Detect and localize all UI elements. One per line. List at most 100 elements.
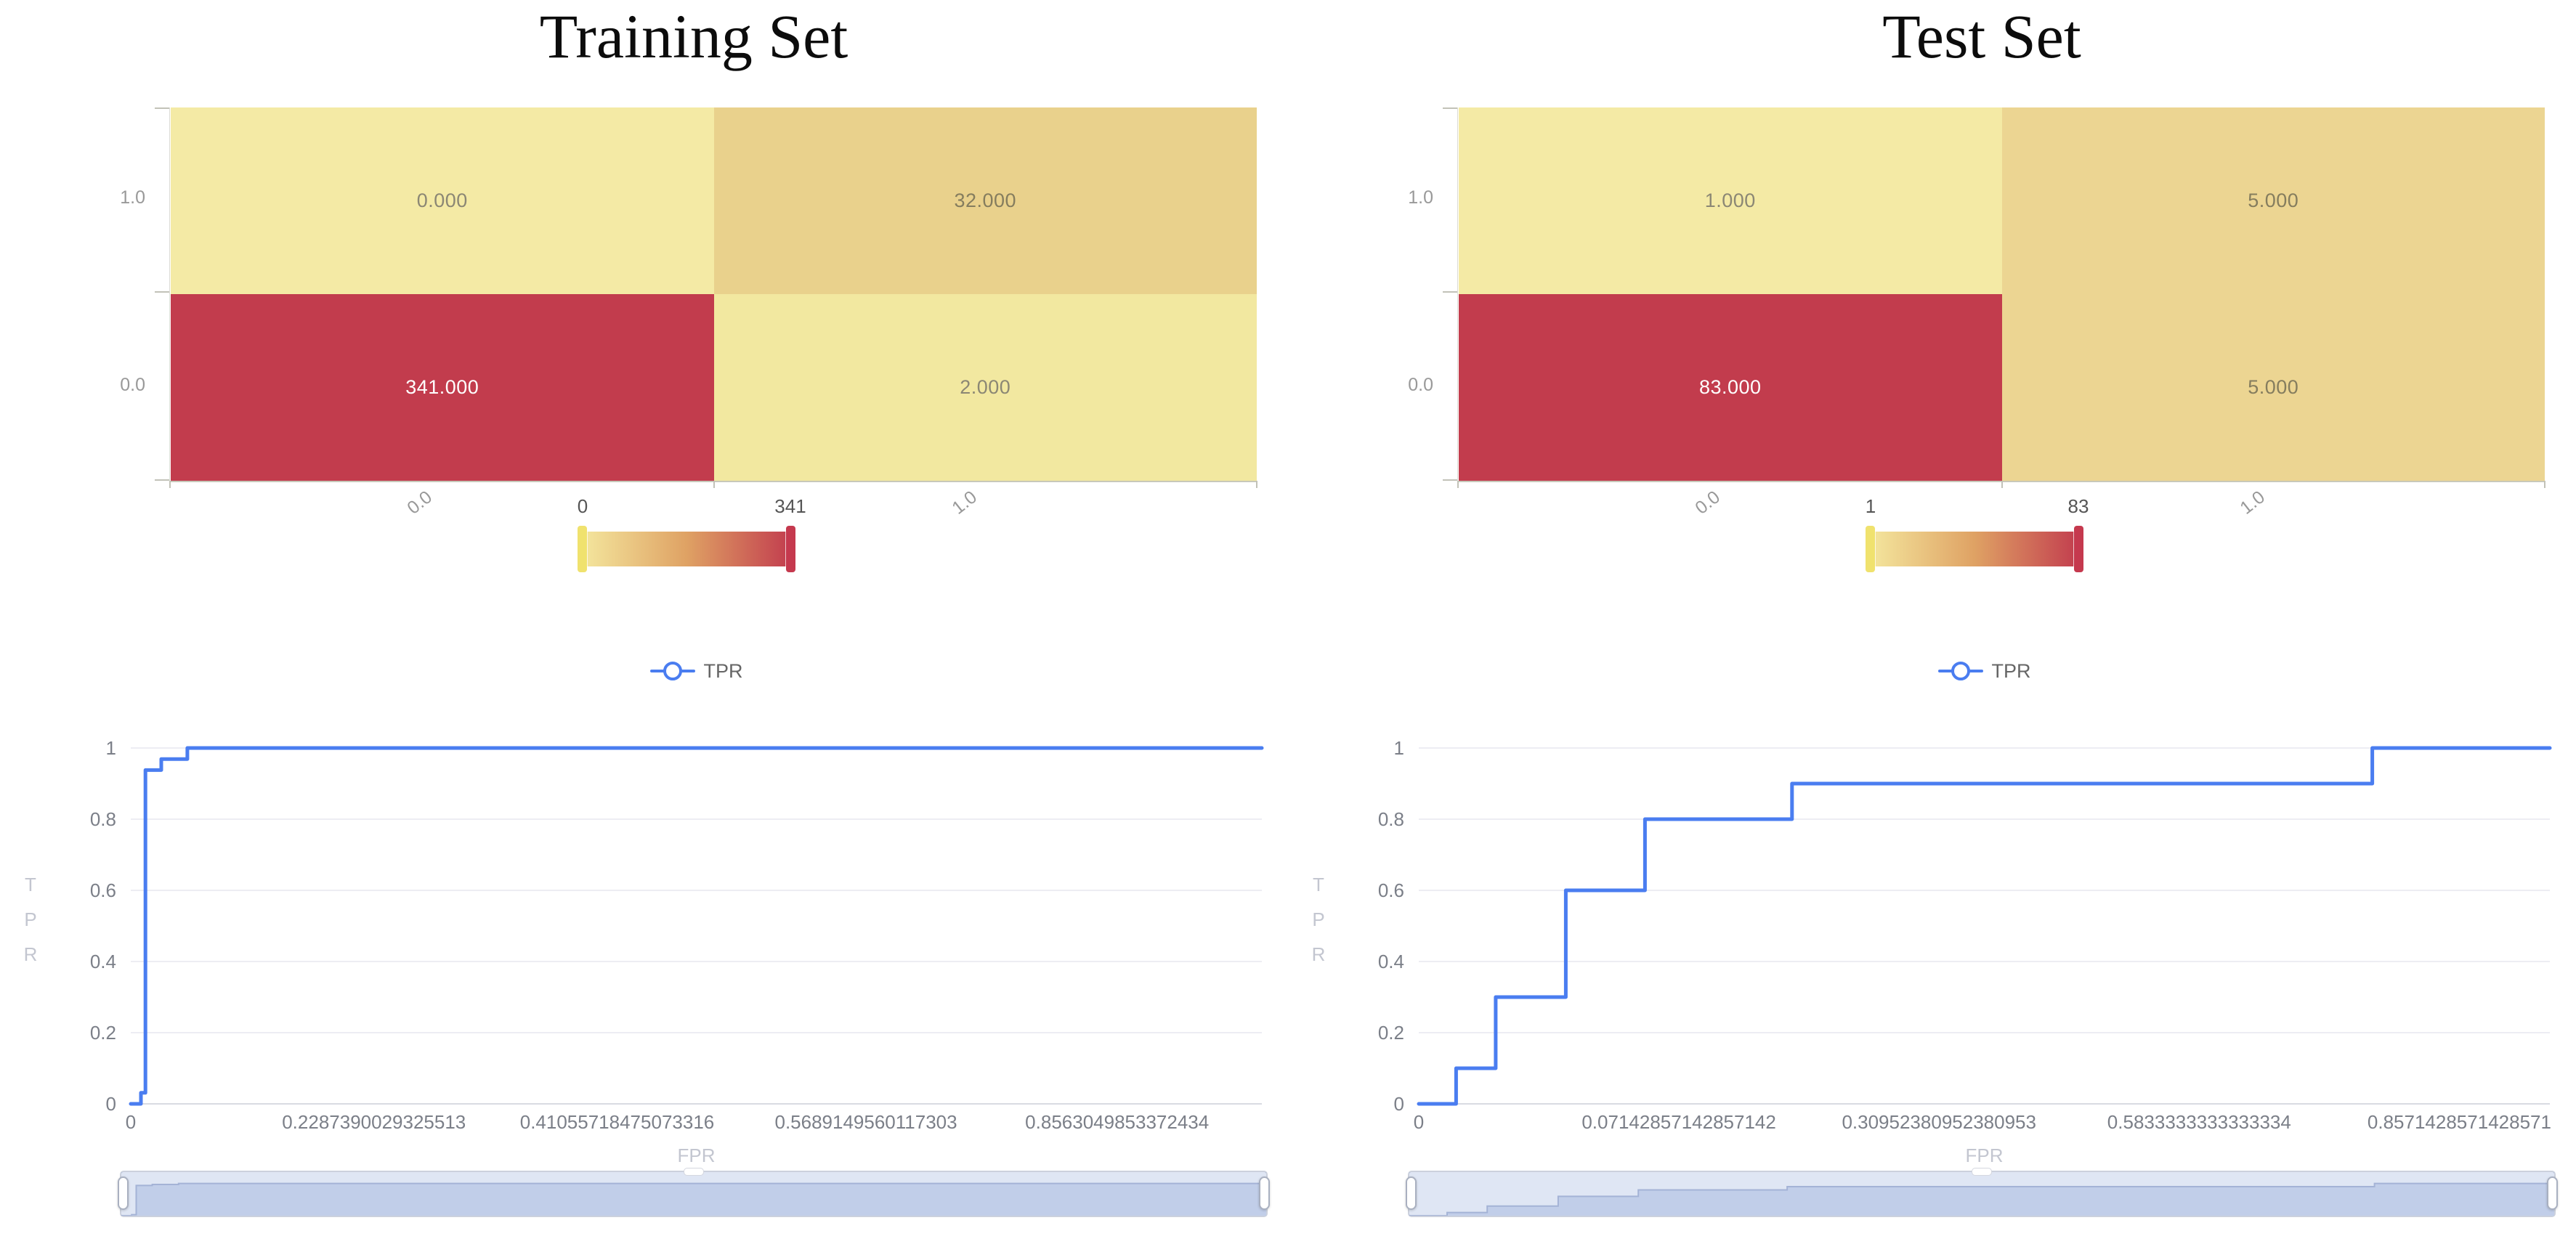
y-tick-label: 1.0 <box>120 187 145 208</box>
x-tick-label: 0.2287390029325513 <box>282 1111 466 1133</box>
x-tick-label: 0 <box>125 1111 137 1133</box>
confusion-matrix: 1.000 5.000 83.000 5.000 <box>1459 107 2545 481</box>
colorbar-min-label: 0 <box>577 495 588 517</box>
legend-circle-icon <box>1951 662 1970 680</box>
datazoom-selected-range[interactable] <box>121 1172 1266 1216</box>
y-tick-label: 1 <box>1393 737 1404 759</box>
colorbar-min-label: 1 <box>1865 495 1876 517</box>
y-tick-label: 0.8 <box>1377 808 1404 830</box>
x-axis-tick <box>2544 481 2545 488</box>
gridline <box>131 890 1262 891</box>
x-tick-label: 0.5689149560117303 <box>774 1111 957 1133</box>
legend-item-tpr[interactable]: TPR <box>131 654 1262 688</box>
legend-label: TPR <box>703 659 743 682</box>
datazoom-slider[interactable] <box>1406 1168 2558 1217</box>
y-axis-tick <box>155 107 169 109</box>
heatmap-cell: 0.000 <box>171 107 714 294</box>
page-title: Training Set <box>539 1 848 71</box>
x-tick-label: 0.41055718475073316 <box>519 1111 715 1133</box>
y-axis-tick <box>1443 291 1457 293</box>
page-title: Test Set <box>1882 1 2081 71</box>
gridline <box>131 961 1262 962</box>
colorbar-max-label: 83 <box>2067 495 2089 517</box>
x-axis-title: FPR <box>677 1145 716 1166</box>
colorbar-max-handle[interactable] <box>786 526 795 572</box>
gridline <box>131 1032 1262 1033</box>
legend-line-icon <box>1937 662 1983 680</box>
gridline <box>1419 1032 2550 1033</box>
x-tick-label: 0.5833333333333334 <box>2107 1111 2291 1133</box>
datazoom-move-handle[interactable] <box>1972 1168 1992 1176</box>
y-tick-label: 0 <box>105 1093 116 1115</box>
datazoom-left-handle[interactable] <box>118 1176 129 1210</box>
y-axis-line <box>169 107 170 481</box>
legend-circle-icon <box>663 662 682 680</box>
roc-curve <box>129 746 1264 1106</box>
gridline <box>1419 890 2550 891</box>
y-axis-tick <box>155 479 169 481</box>
heatmap-cell: 32.000 <box>713 107 1257 294</box>
heatmap-cell: 83.000 <box>1459 294 2002 481</box>
legend-label: TPR <box>1991 659 2031 682</box>
y-tick-label: 0.6 <box>89 879 116 901</box>
y-tick-label: 0.2 <box>1377 1022 1404 1044</box>
heatmap-cell: 5.000 <box>2001 294 2545 481</box>
confusion-matrix: 0.000 32.000 341.000 2.000 <box>171 107 1257 481</box>
y-axis-line <box>1457 107 1458 481</box>
y-tick-label: 0.4 <box>89 951 116 972</box>
datazoom-move-handle[interactable] <box>684 1168 704 1176</box>
x-axis-tick <box>169 481 171 488</box>
datazoom-right-handle[interactable] <box>2547 1176 2558 1210</box>
heatmap-cell: 2.000 <box>713 294 1257 481</box>
x-axis-line <box>1419 1103 2550 1105</box>
y-axis-tick <box>1443 479 1457 481</box>
colorbar-max-label: 341 <box>774 495 806 517</box>
gridline <box>131 818 1262 820</box>
datazoom-selected-range[interactable] <box>1409 1172 2554 1216</box>
x-axis-tick <box>2001 481 2003 488</box>
y-tick-label: 0.0 <box>1408 375 1433 395</box>
colorbar-gradient <box>581 532 792 566</box>
colorbar-max-handle[interactable] <box>2074 526 2083 572</box>
y-tick-label: 0 <box>1393 1093 1404 1115</box>
x-tick-label: 0.07142857142857142 <box>1581 1111 1776 1133</box>
visualmap-colorbar[interactable]: 0 341 <box>578 495 806 582</box>
x-axis-line <box>131 1103 1262 1105</box>
heatmap-cell: 5.000 <box>2001 107 2545 294</box>
x-axis-tick <box>1457 481 1459 488</box>
y-tick-label: 1 <box>105 737 116 759</box>
x-axis-tick <box>1256 481 1257 488</box>
x-tick-label: 0.30952380952380953 <box>1842 1111 2036 1133</box>
legend-line-icon <box>649 662 695 680</box>
test-panel: Test Set 1.000 5.000 83.000 5.000 1.0 0.… <box>1288 0 2576 1252</box>
x-tick-label: 0.8563049853372434 <box>1025 1111 1210 1133</box>
visualmap-colorbar[interactable]: 1 83 <box>1866 495 2089 582</box>
datazoom-slider[interactable] <box>118 1168 1270 1217</box>
roc-curve <box>1417 746 2552 1106</box>
y-tick-label: 1.0 <box>1408 187 1433 208</box>
x-axis-title: FPR <box>1965 1145 2004 1166</box>
roc-plot: TPR FPR 1 0.8 0.6 0.4 0.2 0 0 0.071428571428571… <box>1308 737 2552 1166</box>
y-tick-label: 0.8 <box>89 808 116 830</box>
y-axis-tick <box>155 291 169 293</box>
roc-plot: TPR FPR 1 0.8 0.6 0.4 0.2 0 0 0.228739002932551… <box>20 737 1264 1166</box>
y-tick-label: 0.6 <box>1377 879 1404 901</box>
colorbar-min-handle[interactable] <box>1866 526 1875 572</box>
gridline <box>1419 747 2550 749</box>
datazoom-right-handle[interactable] <box>1259 1176 1270 1210</box>
heatmap-cell: 341.000 <box>171 294 714 481</box>
y-axis-tick <box>1443 107 1457 109</box>
y-tick-label: 0.4 <box>1377 951 1404 972</box>
y-tick-label: 0.2 <box>89 1022 116 1044</box>
gridline <box>1419 818 2550 820</box>
gridline <box>1419 961 2550 962</box>
datazoom-left-handle[interactable] <box>1406 1176 1417 1210</box>
x-tick-label: 0 <box>1413 1111 1425 1133</box>
colorbar-min-handle[interactable] <box>578 526 587 572</box>
x-tick-label: 0.8571428571428571 <box>2367 1111 2551 1133</box>
y-tick-label: 0.0 <box>120 375 145 395</box>
legend-item-tpr[interactable]: TPR <box>1419 654 2550 688</box>
y-axis-title: TPR <box>20 874 41 978</box>
training-panel: Training Set 0.000 32.000 341.000 2.000 … <box>20 1 1270 1217</box>
